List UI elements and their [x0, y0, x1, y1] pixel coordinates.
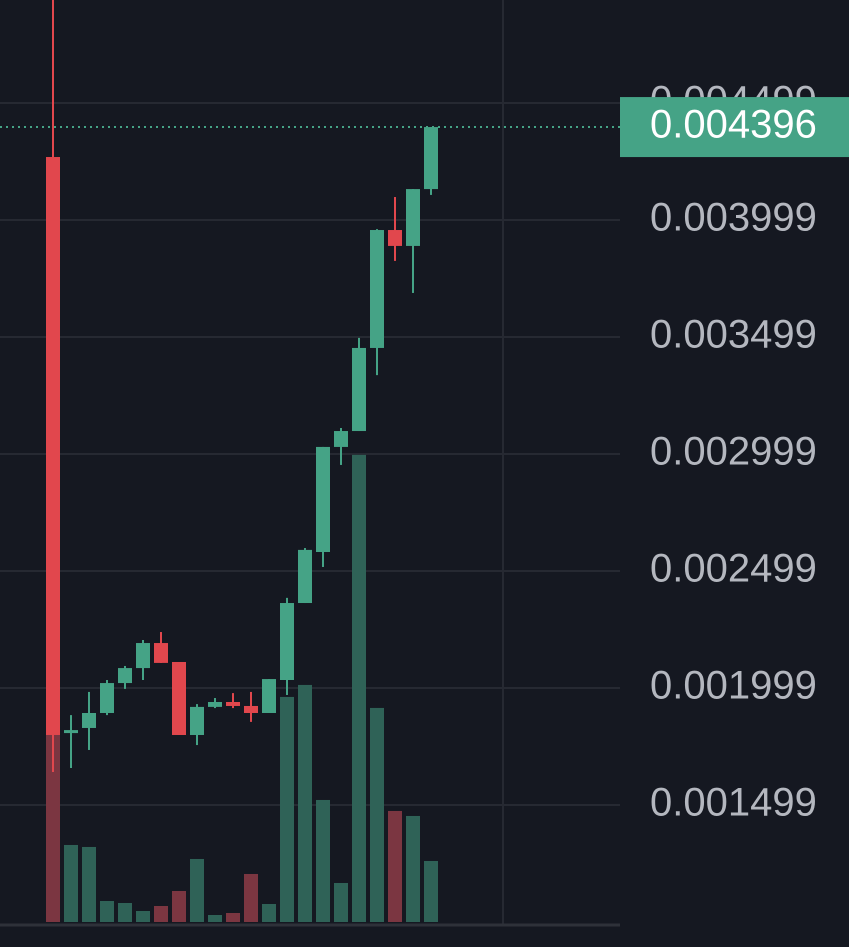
candle-body [262, 679, 276, 713]
last-price-label: 0.004396 [650, 103, 817, 147]
candle-body [64, 730, 78, 734]
candle-body [226, 701, 240, 706]
y-tick-label: 0.002999 [650, 430, 817, 474]
volume-bar [280, 696, 294, 922]
volume-bar [46, 734, 60, 922]
last-price-tag [620, 97, 849, 158]
volume-layer [46, 454, 438, 922]
y-axis: 0.001499 0.001999 0.002499 0.002999 0.003499… [650, 79, 817, 825]
candle-body [334, 431, 348, 447]
volume-bar [262, 903, 276, 922]
volume-bar [172, 890, 186, 922]
candle-body [154, 643, 168, 663]
candle-body [280, 603, 294, 681]
volume-bar [208, 914, 222, 922]
y-tick-label: 0.002499 [650, 547, 817, 591]
volume-bar [226, 912, 240, 922]
volume-bar [298, 684, 312, 922]
candle-body [82, 712, 96, 728]
volume-bar [64, 844, 78, 922]
volume-bar [190, 858, 204, 922]
volume-bar [154, 905, 168, 922]
price-tag-layer: 0.004396 [0, 97, 849, 158]
volume-bar [100, 900, 114, 922]
volume-bar [118, 902, 132, 922]
volume-bar [334, 882, 348, 922]
candle-body [352, 347, 366, 432]
candle-body [316, 446, 330, 553]
volume-bar [424, 860, 438, 922]
candle-body [424, 127, 438, 190]
volume-bar [244, 873, 258, 922]
volume-bar [316, 799, 330, 922]
y-tick-label: 0.003999 [650, 196, 817, 240]
candle-body [136, 643, 150, 669]
candle-body [298, 549, 312, 604]
volume-bar [352, 454, 366, 922]
candle-layer [46, 0, 438, 772]
y-tick-label: 0.001999 [650, 664, 817, 708]
volume-bar [136, 910, 150, 922]
candle-body [118, 668, 132, 684]
candle-body [46, 157, 60, 735]
candle-body [370, 230, 384, 348]
candle-body [244, 705, 258, 713]
volume-bar [406, 815, 420, 922]
candle-body [100, 683, 114, 713]
volume-bar [370, 707, 384, 922]
volume-bar [388, 810, 402, 922]
candle-body [190, 706, 204, 735]
candle-body [172, 661, 186, 735]
candle-body [406, 189, 420, 246]
candle-body [388, 230, 402, 246]
volume-bar [82, 846, 96, 922]
candle-body [208, 701, 222, 707]
y-tick-label: 0.003499 [650, 313, 817, 357]
y-tick-label: 0.001499 [650, 781, 817, 825]
